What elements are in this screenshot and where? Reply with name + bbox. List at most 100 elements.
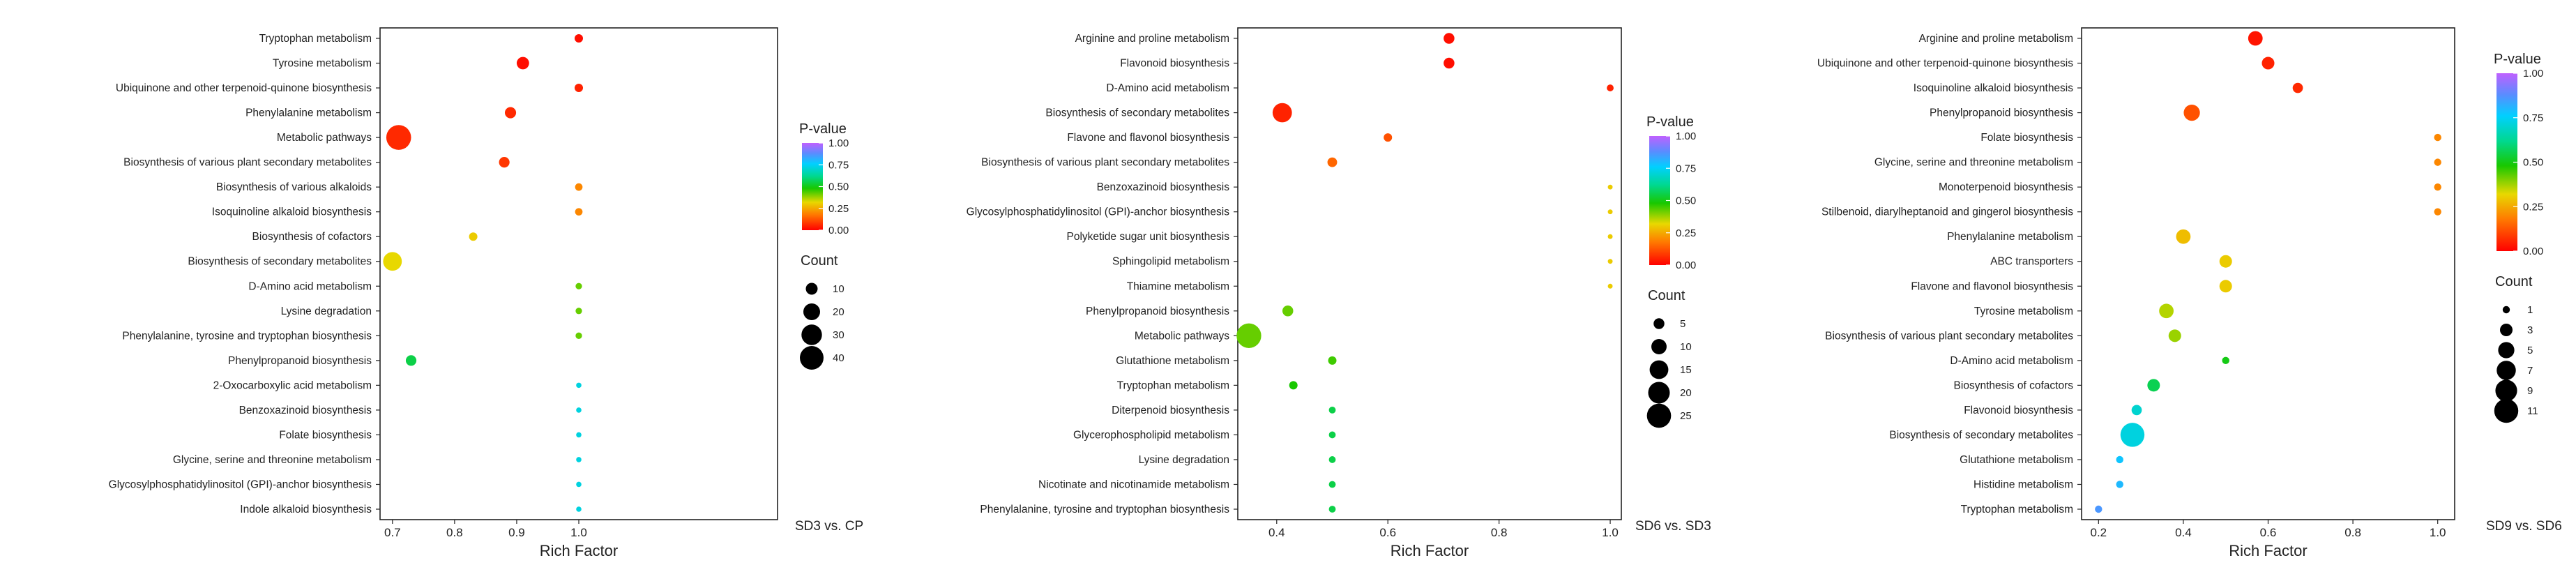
y-tick-label: Phenylpropanoid biosynthesis [1930,107,2073,119]
data-point [2434,208,2441,216]
count-legend-symbol [805,282,818,295]
count-legend-label: 25 [1680,410,1692,422]
data-point [575,208,583,216]
y-tick-label: 2-Oxocarboxylic acid metabolism [213,379,372,391]
colorbar-tick-label: 0.50 [2523,157,2543,169]
y-tick-label: Lysine degradation [281,306,372,317]
data-point [1328,406,1336,414]
data-point [575,282,582,289]
comparison-label: SD6 vs. SD3 [1635,519,1711,534]
colorbar-tick-label: 0.50 [828,181,849,193]
colorbar-tick-label: 0.75 [828,159,849,171]
y-tick-label: Glycosylphosphatidylinositol (GPI)-ancho… [109,478,372,490]
y-tick-label: Glycine, serine and threonine metabolism [1874,157,2073,169]
data-point [2219,255,2232,268]
data-point [499,157,510,168]
y-tick-label: Phenylpropanoid biosynthesis [228,355,372,367]
data-point [1328,481,1336,488]
colorbar-tick-label: 1.00 [828,137,849,149]
y-tick-label: Biosynthesis of various alkaloids [216,181,372,193]
y-tick-label: Isoquinoline alkaloid biosynthesis [212,206,372,218]
y-tick-label: Tryptophan metabolism [1117,379,1229,391]
data-point [576,481,582,488]
count-legend-symbol [2498,342,2515,359]
y-tick-label: Folate biosynthesis [279,429,372,441]
data-point [1607,234,1613,239]
data-point [2434,158,2441,166]
colorbar-tick-label: 0.00 [2523,246,2543,257]
y-tick-label: Benzoxazinoid biosynthesis [239,405,372,416]
y-tick-label: D-Amino acid metabolism [248,280,372,292]
data-point [1328,506,1336,513]
data-point [2434,133,2441,142]
data-point [1384,133,1393,142]
pvalue-legend-title: P-value [2494,52,2541,67]
count-legend-title: Count [2495,274,2533,289]
count-legend-label: 11 [2527,405,2538,417]
count-legend-symbol [1649,360,1669,379]
y-tick-label: Tryptophan metabolism [259,33,372,45]
colorbar-tick-label: 0.25 [1676,227,1696,239]
count-legend-label: 1 [2527,304,2533,316]
colorbar-tick-label: 0.25 [828,203,849,215]
data-point [576,407,582,413]
data-point [1607,184,1613,190]
count-legend-title: Count [1648,288,1685,303]
data-point [386,125,411,150]
count-legend-label: 3 [2527,324,2533,336]
y-tick-label: Phenylalanine metabolism [1947,231,2073,243]
data-point [1444,33,1455,44]
data-point [2183,104,2200,121]
data-point [1289,381,1298,390]
count-legend: Count 1 3 5 7 9 11 [2494,274,2538,423]
count-legend-symbol [1653,318,1665,329]
count-legend-symbol [2502,306,2510,314]
count-legend-symbol [2494,398,2519,423]
y-tick-label: Biosynthesis of various plant secondary … [1825,330,2073,342]
y-tick-label: Monoterpenoid biosynthesis [1939,181,2073,193]
data-point [576,432,582,438]
data-point [1328,456,1336,463]
x-tick-label: 0.6 [1379,526,1396,539]
data-point [1327,157,1338,167]
data-point [2159,303,2174,319]
count-legend-label: 15 [1680,364,1692,376]
x-tick-label: 0.6 [2260,526,2277,539]
y-tick-label: Phenylalanine metabolism [245,107,372,119]
y-tick-label: Phenylpropanoid biosynthesis [1086,306,1229,317]
x-tick-label: 0.8 [446,526,463,539]
count-legend-symbol [1648,382,1670,404]
y-tick-label: Biosynthesis of cofactors [252,231,372,243]
y-tick-label: Flavonoid biosynthesis [1964,405,2073,416]
pvalue-legend-title: P-value [799,121,847,137]
chart-panel-1: Tryptophan metabolism Tyrosine metabolism… [109,27,863,559]
data-point [1236,323,1262,348]
count-legend-symbol [2495,379,2517,402]
x-tick-label: 1.0 [570,526,587,539]
data-point [1607,283,1613,289]
data-point [576,382,582,389]
y-tick-label: Ubiquinone and other terpenoid-quinone b… [116,82,372,94]
count-legend-title: Count [801,253,838,269]
data-point [2292,82,2303,93]
count-legend-symbol [2497,361,2516,380]
colorbar-tick-label: 0.75 [1676,163,1696,174]
data-point [516,56,529,70]
x-axis-label: Rich Factor [2229,542,2307,559]
y-tick-label: D-Amino acid metabolism [1106,82,1229,94]
y-tick-label: Flavone and flavonol biosynthesis [1911,280,2073,292]
data-point [575,84,583,93]
colorbar-tick-label: 0.75 [2523,112,2543,124]
data-point [575,332,582,339]
y-tick-label: Folate biosynthesis [1980,132,2073,144]
data-point [575,34,583,43]
data-point [2116,455,2123,464]
count-legend: Count 10 20 30 40 [800,253,844,370]
count-legend-label: 40 [833,352,844,364]
x-tick-label: 0.2 [2090,526,2107,539]
y-tick-label: Glutathione metabolism [1116,355,1229,367]
x-tick-label: 0.4 [1268,526,1285,539]
count-legend-label: 9 [2527,385,2533,397]
y-tick-label: Metabolic pathways [277,132,372,144]
